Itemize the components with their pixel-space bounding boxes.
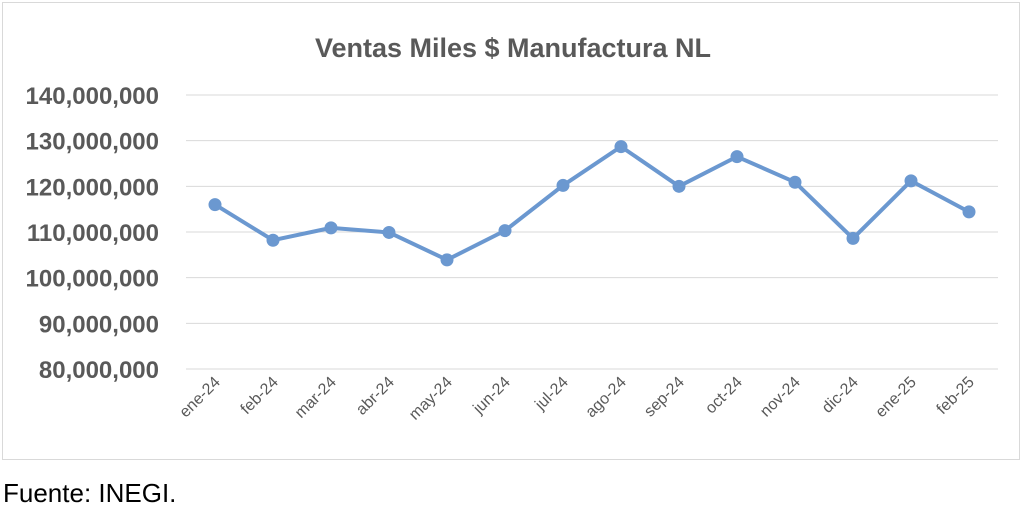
y-tick-label: 110,000,000: [27, 220, 159, 247]
data-point: [846, 231, 860, 245]
source-note: Fuente: INEGI.: [3, 478, 177, 508]
data-point: [730, 150, 744, 164]
data-point: [498, 224, 512, 238]
data-point: [614, 140, 628, 154]
x-tick-label: mar-24: [292, 374, 340, 422]
x-tick-label: oct-24: [702, 374, 746, 418]
y-tick-label: 100,000,000: [26, 266, 159, 293]
data-point: [208, 198, 222, 212]
data-point: [672, 179, 686, 193]
data-point: [266, 233, 280, 247]
data-point: [440, 253, 454, 267]
x-tick-label: ago-24: [583, 374, 630, 421]
series-line: [213, 144, 971, 262]
data-point: [382, 225, 396, 239]
x-axis-ticks: ene-24 feb-24 mar-24 abr-24 may-24 jun-24 jul-…: [177, 374, 978, 424]
x-tick-label: nov-24: [757, 374, 804, 421]
x-tick-label: dic-24: [819, 374, 862, 417]
y-tick-label: 120,000,000: [26, 174, 159, 201]
series-layer: [208, 140, 976, 267]
data-point: [962, 205, 976, 219]
x-tick-label: feb-24: [238, 374, 282, 418]
x-tick-label: abr-24: [353, 374, 398, 419]
data-point: [788, 175, 802, 189]
y-tick-label: 130,000,000: [26, 129, 159, 156]
x-tick-label: sep-24: [641, 374, 688, 421]
y-tick-label: 90,000,000: [39, 311, 159, 338]
chart-frame: Ventas Miles $ Manufactura NL 80,000,000…: [2, 2, 1020, 460]
data-point: [556, 178, 570, 192]
gridlines: [186, 94, 998, 370]
y-tick-label: 80,000,000: [39, 357, 159, 384]
x-tick-label: ene-25: [873, 374, 920, 421]
line-chart: Ventas Miles $ Manufactura NL 80,000,000…: [26, 33, 998, 424]
x-tick-label: jun-24: [470, 374, 514, 418]
y-tick-label: 140,000,000: [26, 83, 159, 110]
data-point: [324, 221, 338, 235]
x-tick-label: jul-24: [531, 374, 571, 414]
y-axis-ticks: 80,000,000 90,000,000 100,000,000 110,000,0…: [26, 83, 159, 384]
x-tick-label: feb-25: [934, 374, 978, 418]
x-tick-label: ene-24: [177, 374, 224, 421]
chart-title: Ventas Miles $ Manufactura NL: [315, 33, 711, 63]
data-point: [904, 174, 918, 188]
x-tick-label: may-24: [406, 374, 456, 424]
